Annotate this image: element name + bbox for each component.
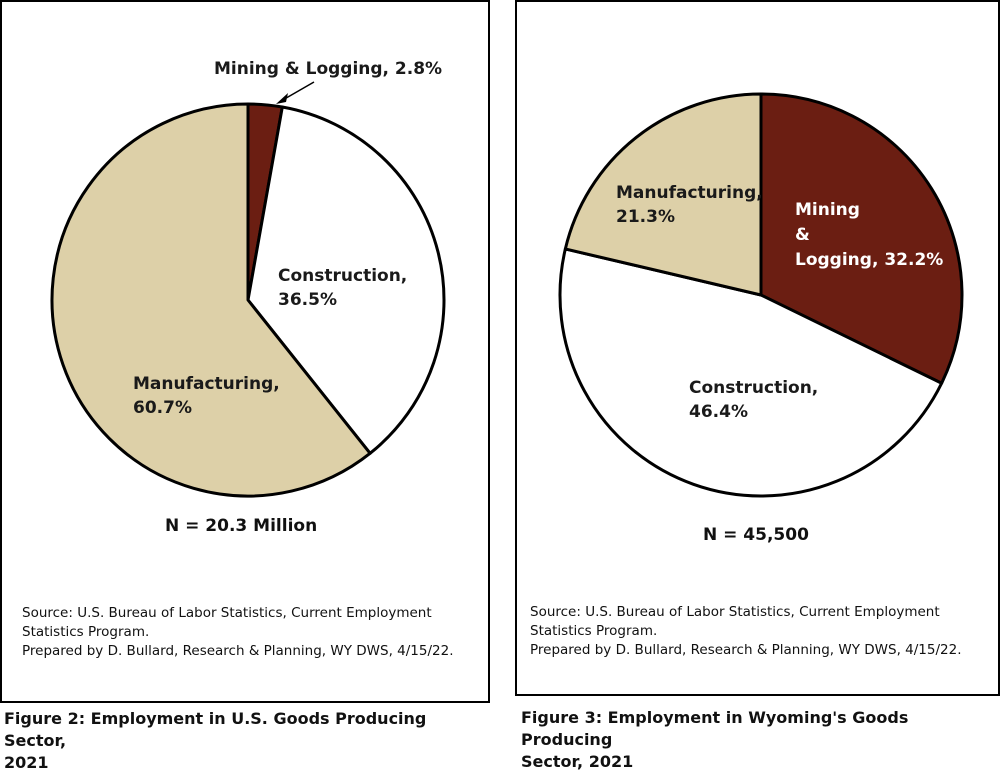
source-line: Source: U.S. Bureau of Labor Statistics,… (530, 604, 940, 620)
source-line: Statistics Program. (530, 623, 658, 639)
wy-n-label: N = 45,500 (703, 525, 809, 545)
wy-slice-mining-logging (759, 92, 964, 385)
us-slice-manufacturing (50, 102, 372, 498)
wyoming-pie-chart: Mining & Logging, 32.2% Construction, 46… (558, 92, 964, 498)
figure-3-caption: Figure 3: Employment in Wyoming's Goods … (521, 708, 909, 771)
source-line: Prepared by D. Bullard, Research & Plann… (22, 643, 454, 659)
wy-slice-manufacturing (563, 92, 763, 297)
wy-mining-label: Mining & Logging, 32.2% (795, 200, 943, 270)
source-line: Statistics Program. (22, 624, 150, 640)
figure-2-caption: Figure 2: Employment in U.S. Goods Produ… (4, 709, 427, 772)
us-source-note: Source: U.S. Bureau of Labor Statistics,… (22, 604, 454, 661)
wy-construction-label: Construction, 46.4% (689, 378, 824, 422)
us-manufacturing-label: Manufacturing, 60.7% (133, 374, 286, 418)
us-n-label: N = 20.3 Million (165, 516, 318, 536)
source-line: Source: U.S. Bureau of Labor Statistics,… (22, 605, 432, 621)
us-slice-construction (246, 105, 446, 455)
wy-manufacturing-label: Manufacturing, 21.3% (616, 183, 769, 227)
figure-2-panel: Mining & Logging, 2.8% Construction, 36.… (0, 0, 490, 703)
callout-arrow-head (276, 93, 288, 104)
us-mining-label: Mining & Logging, 2.8% (214, 59, 442, 79)
us-pie-chart: Mining & Logging, 2.8% Construction, 36.… (50, 59, 446, 498)
figure-3-panel: Mining & Logging, 32.2% Construction, 46… (515, 0, 1000, 696)
us-construction-label: Construction, 36.5% (278, 266, 413, 310)
wy-source-note: Source: U.S. Bureau of Labor Statistics,… (530, 603, 962, 660)
wy-slice-construction (558, 247, 944, 498)
source-line: Prepared by D. Bullard, Research & Plann… (530, 642, 962, 658)
